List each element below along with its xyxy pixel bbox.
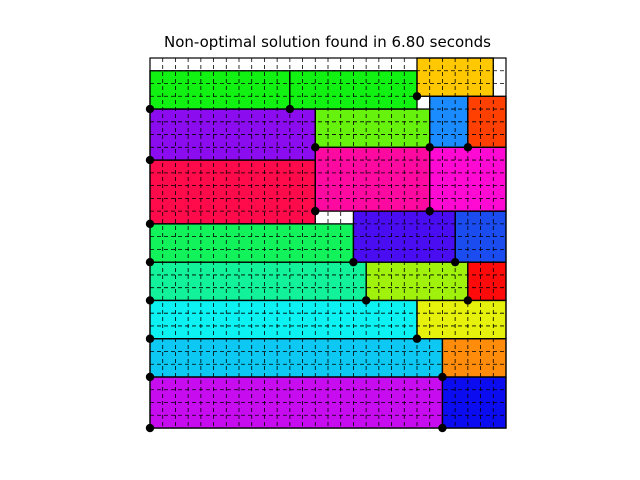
rect-violet-1-anchor-dot <box>145 423 155 433</box>
rect-yellow-green-1 <box>366 262 468 301</box>
rect-pink-1-anchor-dot <box>311 206 320 216</box>
rect-sky-blue-1 <box>150 338 443 377</box>
rect-violet-1 <box>150 377 443 429</box>
plot-frame <box>149 57 507 429</box>
rect-orange-top-anchor-dot <box>412 92 422 101</box>
rect-lime-1 <box>315 109 430 148</box>
rect-red-orange-1-anchor-dot <box>463 143 473 152</box>
rect-blue-1 <box>429 96 468 148</box>
rect-sky-blue-1-anchor-dot <box>145 372 155 382</box>
rect-blue-1-anchor-dot <box>425 143 434 152</box>
rect-red-1-anchor-dot <box>463 296 473 305</box>
rect-pink-1 <box>315 147 430 212</box>
rect-magenta-1-anchor-dot <box>425 206 434 216</box>
rect-yellow-1 <box>416 300 506 339</box>
rect-orange-2 <box>442 338 506 377</box>
rect-blue-2-anchor-dot <box>438 423 447 433</box>
rect-sea-green-1-anchor-dot <box>145 296 155 305</box>
rect-cyan-1 <box>150 300 417 339</box>
rect-green-top-left <box>150 70 290 110</box>
rect-sea-green-1 <box>150 262 367 301</box>
rect-purple-1-anchor-dot <box>145 155 155 165</box>
rect-yellow-green-1-anchor-dot <box>361 296 371 305</box>
rect-cyan-1-anchor-dot <box>145 334 155 343</box>
rect-crimson-1 <box>150 160 316 224</box>
rect-orange-2-anchor-dot <box>438 372 447 382</box>
rect-green-top-left-anchor-dot <box>145 104 155 114</box>
anchor-dots-layer <box>145 92 473 433</box>
rect-red-1 <box>467 262 506 301</box>
figure-title: Non-optimal solution found in 6.80 secon… <box>164 33 491 51</box>
rect-green-top-mid-anchor-dot <box>285 104 295 114</box>
rect-crimson-1-anchor-dot <box>145 219 155 229</box>
rect-purple-1 <box>150 109 316 161</box>
rect-orange-top <box>416 58 494 97</box>
rect-yellow-1-anchor-dot <box>412 334 422 343</box>
rect-lime-1-anchor-dot <box>311 143 320 152</box>
grid-lines-layer <box>150 58 506 429</box>
rect-spring-green-1-anchor-dot <box>145 257 155 267</box>
rect-royal-blue-1-anchor-dot <box>450 257 460 267</box>
rect-indigo-1-anchor-dot <box>349 257 358 267</box>
